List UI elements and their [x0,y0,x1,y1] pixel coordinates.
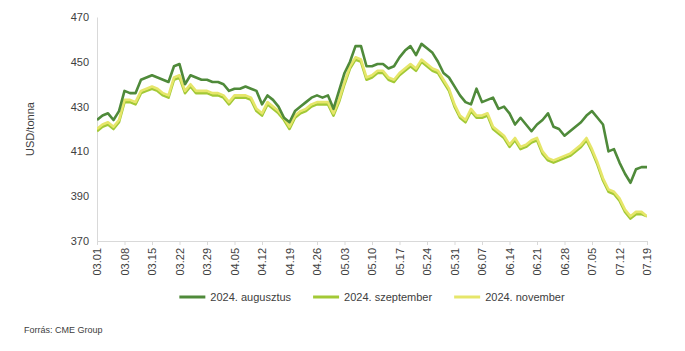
x-tick: 07.12 [614,241,626,276]
x-tick-mark [262,241,263,245]
x-tick-label: 03.08 [119,248,131,276]
x-tick: 05.10 [366,241,378,276]
x-tick: 04.26 [311,241,323,276]
series-line [97,60,647,219]
legend: 2024. augusztus 2024. szeptember 2024. nov… [179,291,565,303]
x-tick-mark [180,241,181,245]
x-tick-label: 05.03 [339,248,351,276]
x-tick-label: 03.15 [146,248,158,276]
x-axis: 03.01 03.08 03.15 03.22 03.29 04.05 04.12 04.19… [91,241,653,276]
y-tick: 450 [71,56,97,68]
x-tick-mark [510,241,511,245]
x-tick: 05.31 [449,241,461,276]
x-tick-label: 06.28 [559,248,571,276]
x-tick: 03.22 [174,241,186,276]
y-tick: 370 [71,235,97,247]
y-tick: 470 [71,11,97,23]
y-tick-label: 370 [71,235,89,247]
x-tick: 07.19 [641,241,653,276]
x-tick-mark [537,241,538,245]
x-tick: 03.08 [119,241,131,276]
y-tick: 390 [71,190,97,202]
x-tick-mark [235,241,236,245]
legend-item: 2024. november [454,291,565,303]
lines [97,44,647,219]
x-tick-label: 05.17 [394,248,406,276]
x-tick: 06.07 [476,241,488,276]
legend-item: 2024. augusztus [179,291,291,303]
y-tick-label: 410 [71,145,89,157]
x-tick-mark [427,241,428,245]
x-tick-label: 07.12 [614,248,626,276]
x-tick-mark [152,241,153,245]
legend-label: 2024. augusztus [210,291,291,303]
x-tick-label: 05.31 [449,248,461,276]
x-tick-label: 07.19 [641,248,653,276]
x-tick-mark [592,241,593,245]
x-tick-mark [290,241,291,245]
x-tick-mark [372,241,373,245]
x-tick-label: 03.22 [174,248,186,276]
x-tick: 04.12 [256,241,268,276]
x-tick: 07.05 [586,241,598,276]
y-tick: 410 [71,145,97,157]
x-tick-label: 07.05 [586,248,598,276]
plot: 37039041043045047003.0103.0803.1503.2203… [71,11,654,276]
x-tick-mark [620,241,621,245]
y-axis-title: USD/tonna [24,101,36,156]
x-tick-label: 06.21 [531,248,543,276]
y-axis: 370 390 410 430 450 470 [71,11,98,247]
legend-swatch [179,296,205,299]
x-tick-mark [400,241,401,245]
chart: 37039041043045047003.0103.0803.1503.2203… [0,0,685,351]
x-tick: 06.14 [504,241,516,276]
x-tick-label: 05.10 [366,248,378,276]
series-line [97,44,647,183]
x-tick: 03.15 [146,241,158,276]
legend-swatch [313,296,339,299]
x-tick-label: 04.05 [229,248,241,276]
y-tick-label: 390 [71,190,89,202]
legend-label: 2024. szeptember [344,291,432,303]
x-tick: 03.01 [91,241,103,276]
x-tick-mark [455,241,456,245]
x-tick: 06.21 [531,241,543,276]
x-tick-mark [125,241,126,245]
x-tick-label: 06.14 [504,248,516,276]
y-tick: 430 [71,101,97,113]
x-tick: 03.29 [201,241,213,276]
legend-swatch [454,296,480,299]
x-tick-mark [207,241,208,245]
x-tick-label: 04.19 [284,248,296,276]
x-tick-label: 04.12 [256,248,268,276]
legend-label: 2024. november [485,291,565,303]
x-tick-mark [345,241,346,245]
x-tick-mark [97,241,98,245]
x-tick-mark [647,241,648,245]
x-tick: 05.03 [339,241,351,276]
x-tick-label: 03.01 [91,248,103,276]
x-tick: 05.24 [421,241,433,276]
x-tick: 06.28 [559,241,571,276]
x-tick-label: 03.29 [201,248,213,276]
x-tick: 05.17 [394,241,406,276]
x-tick-mark [317,241,318,245]
x-tick-label: 06.07 [476,248,488,276]
source-note: Forrás: CME Group [24,325,103,335]
y-tick-label: 450 [71,56,89,68]
legend-item: 2024. szeptember [313,291,432,303]
y-tick-label: 470 [71,11,89,23]
x-tick: 04.19 [284,241,296,276]
x-tick-mark [565,241,566,245]
x-tick: 04.05 [229,241,241,276]
x-tick-label: 04.26 [311,248,323,276]
x-tick-label: 05.24 [421,248,433,276]
x-tick-mark [482,241,483,245]
y-tick-label: 430 [71,101,89,113]
